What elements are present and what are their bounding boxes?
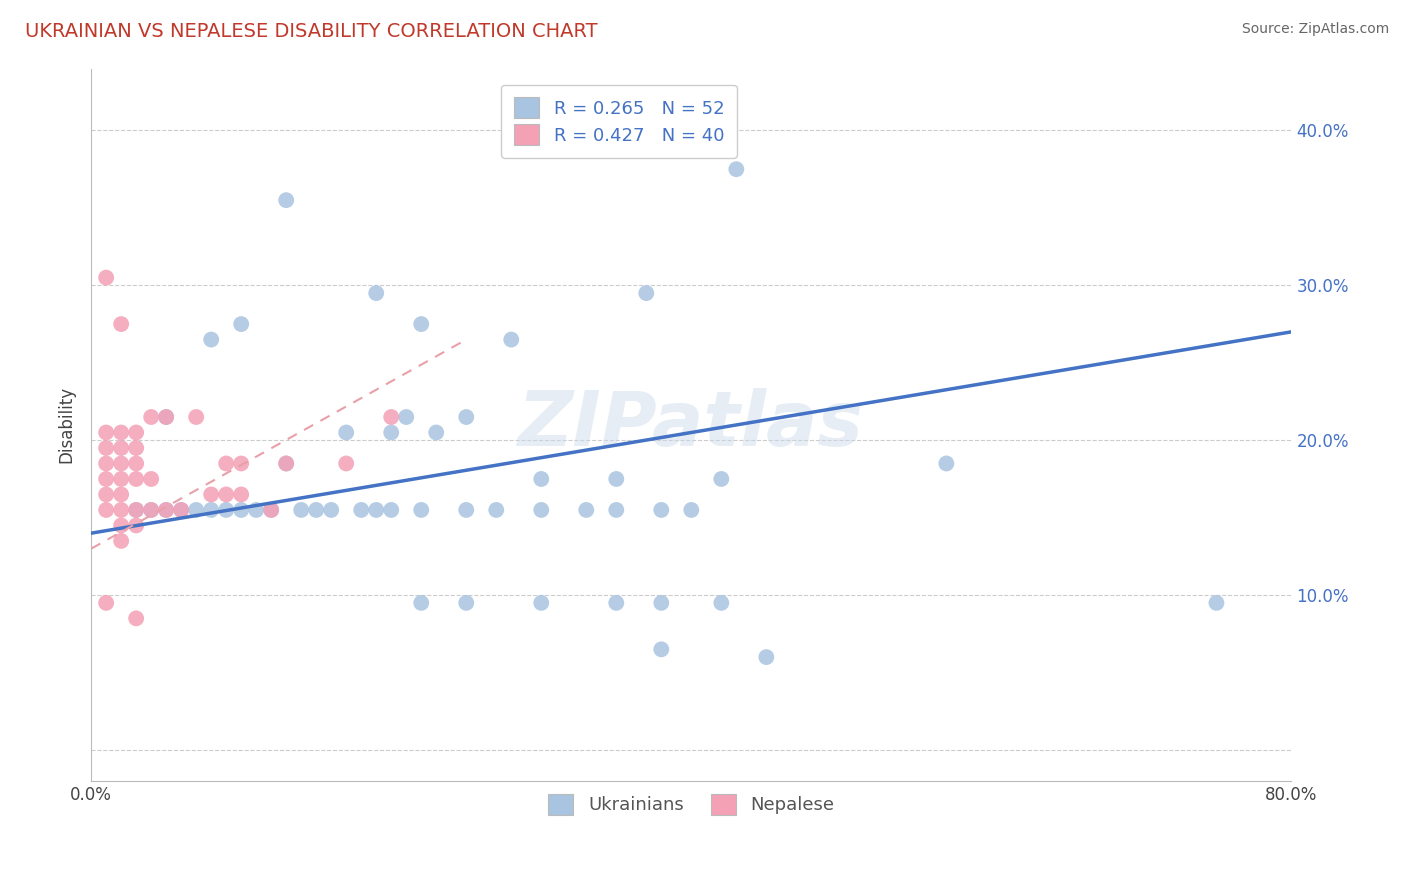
- Point: [141, 410, 163, 425]
- Point: [305, 503, 328, 517]
- Point: [200, 503, 222, 517]
- Point: [125, 503, 148, 517]
- Point: [245, 503, 267, 517]
- Point: [395, 410, 418, 425]
- Point: [755, 650, 778, 665]
- Point: [141, 503, 163, 517]
- Point: [96, 472, 118, 486]
- Point: [290, 503, 312, 517]
- Point: [650, 596, 672, 610]
- Point: [231, 317, 253, 331]
- Point: [96, 596, 118, 610]
- Point: [110, 441, 132, 455]
- Point: [380, 410, 402, 425]
- Text: UKRAINIAN VS NEPALESE DISABILITY CORRELATION CHART: UKRAINIAN VS NEPALESE DISABILITY CORRELA…: [25, 22, 598, 41]
- Point: [125, 518, 148, 533]
- Point: [411, 317, 433, 331]
- Point: [276, 457, 298, 471]
- Point: [96, 487, 118, 501]
- Point: [456, 503, 478, 517]
- Point: [200, 333, 222, 347]
- Point: [200, 487, 222, 501]
- Point: [530, 503, 553, 517]
- Point: [231, 487, 253, 501]
- Point: [110, 533, 132, 548]
- Point: [1205, 596, 1227, 610]
- Y-axis label: Disability: Disability: [58, 386, 75, 463]
- Point: [681, 503, 703, 517]
- Point: [96, 441, 118, 455]
- Point: [605, 596, 627, 610]
- Point: [155, 503, 177, 517]
- Point: [96, 425, 118, 440]
- Point: [155, 503, 177, 517]
- Point: [636, 286, 658, 301]
- Point: [125, 425, 148, 440]
- Point: [215, 487, 238, 501]
- Point: [650, 503, 672, 517]
- Point: [276, 457, 298, 471]
- Point: [456, 596, 478, 610]
- Point: [110, 518, 132, 533]
- Point: [321, 503, 343, 517]
- Point: [215, 457, 238, 471]
- Point: [350, 503, 373, 517]
- Point: [110, 425, 132, 440]
- Point: [110, 503, 132, 517]
- Point: [125, 457, 148, 471]
- Point: [110, 317, 132, 331]
- Point: [125, 503, 148, 517]
- Point: [170, 503, 193, 517]
- Point: [231, 503, 253, 517]
- Point: [380, 425, 402, 440]
- Point: [231, 457, 253, 471]
- Point: [530, 596, 553, 610]
- Point: [366, 503, 388, 517]
- Point: [650, 642, 672, 657]
- Point: [710, 596, 733, 610]
- Point: [366, 286, 388, 301]
- Point: [125, 472, 148, 486]
- Point: [186, 503, 208, 517]
- Text: Source: ZipAtlas.com: Source: ZipAtlas.com: [1241, 22, 1389, 37]
- Point: [155, 410, 177, 425]
- Legend: Ukrainians, Nepalese: Ukrainians, Nepalese: [537, 783, 845, 825]
- Point: [456, 410, 478, 425]
- Point: [530, 472, 553, 486]
- Point: [155, 410, 177, 425]
- Point: [935, 457, 957, 471]
- Point: [96, 503, 118, 517]
- Point: [575, 503, 598, 517]
- Point: [380, 503, 402, 517]
- Point: [186, 410, 208, 425]
- Point: [411, 503, 433, 517]
- Point: [485, 503, 508, 517]
- Point: [710, 472, 733, 486]
- Point: [605, 472, 627, 486]
- Point: [425, 425, 447, 440]
- Point: [605, 503, 627, 517]
- Point: [141, 472, 163, 486]
- Point: [110, 487, 132, 501]
- Point: [260, 503, 283, 517]
- Point: [411, 596, 433, 610]
- Point: [215, 503, 238, 517]
- Point: [96, 270, 118, 285]
- Point: [110, 457, 132, 471]
- Point: [335, 425, 357, 440]
- Point: [260, 503, 283, 517]
- Point: [170, 503, 193, 517]
- Point: [96, 457, 118, 471]
- Point: [141, 503, 163, 517]
- Point: [276, 193, 298, 207]
- Point: [501, 333, 523, 347]
- Point: [125, 611, 148, 625]
- Point: [335, 457, 357, 471]
- Text: ZIPatlas: ZIPatlas: [519, 388, 865, 462]
- Point: [725, 162, 748, 177]
- Point: [125, 441, 148, 455]
- Point: [110, 472, 132, 486]
